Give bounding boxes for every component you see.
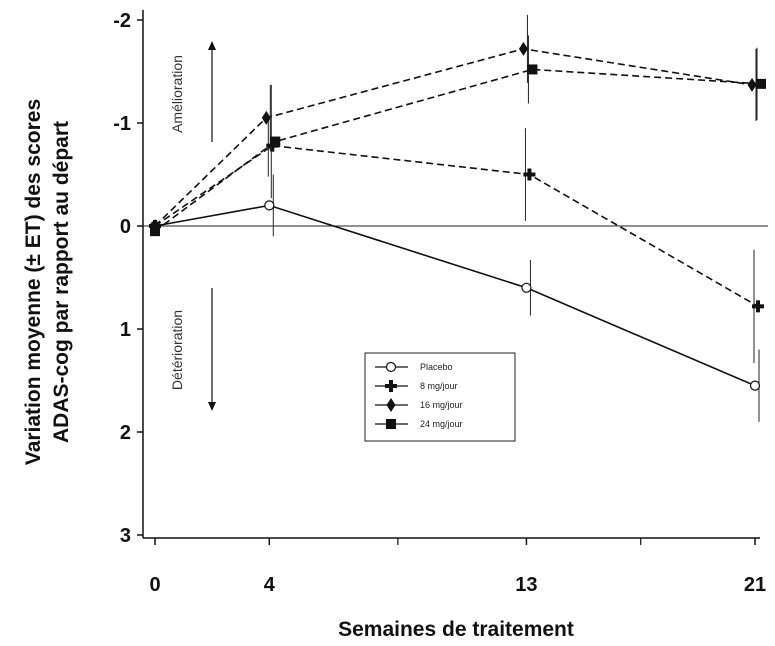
y-tick-label: 0 bbox=[120, 216, 131, 238]
y-axis-title: Variation moyenne (± ET) des scores ADAS… bbox=[22, 99, 73, 465]
cross-marker bbox=[523, 168, 536, 181]
y-axis-title-line-1: Variation moyenne (± ET) des scores bbox=[22, 99, 45, 465]
placebo-marker bbox=[749, 380, 761, 391]
legend-label: 16 mg/jour bbox=[420, 400, 463, 410]
diamond-marker bbox=[747, 77, 757, 92]
y-axis-title-line-2: ADAS-cog par rapport au départ bbox=[50, 121, 73, 443]
series-line bbox=[154, 48, 753, 227]
x-axis-title: Semaines de traitement bbox=[338, 618, 574, 641]
series-line bbox=[154, 144, 759, 308]
series-16-mg-jour bbox=[150, 14, 757, 233]
legend-label: 8 mg/jour bbox=[420, 381, 458, 391]
cross-marker-v bbox=[527, 168, 532, 181]
x-tick-label: 21 bbox=[744, 574, 766, 596]
improvement-label: Amélioration bbox=[169, 55, 185, 133]
cross-marker bbox=[385, 380, 397, 392]
y-ticks: -2 -1 0 1 2 3 bbox=[113, 10, 143, 547]
cross-marker-v bbox=[389, 380, 393, 392]
series-layer bbox=[149, 14, 766, 422]
legend-label: Placebo bbox=[420, 362, 453, 372]
diamond-marker bbox=[518, 41, 528, 56]
square-marker bbox=[270, 136, 281, 147]
improvement-arrow-head bbox=[208, 41, 216, 50]
x-tick-label: 13 bbox=[515, 574, 537, 596]
legend-items: Placebo 8 mg/jour 16 mg/jour 24 mg/jour bbox=[375, 361, 463, 429]
cross-marker bbox=[752, 300, 764, 313]
square-marker bbox=[756, 78, 766, 89]
x-tick-label: 4 bbox=[264, 574, 276, 596]
cross-marker-v bbox=[756, 300, 760, 313]
square-marker bbox=[527, 64, 538, 75]
placebo-marker bbox=[385, 361, 397, 373]
y-tick-label: -1 bbox=[113, 113, 131, 135]
legend: Placebo 8 mg/jour 16 mg/jour 24 mg/jour bbox=[364, 352, 516, 442]
deterioration-arrow-head bbox=[208, 402, 216, 411]
x-tick-label: 0 bbox=[149, 574, 160, 596]
x-ticks: 0 4 13 21 bbox=[149, 538, 766, 596]
series-line bbox=[154, 204, 756, 387]
deterioration-label: Détérioration bbox=[169, 310, 185, 390]
diamond-marker bbox=[261, 110, 271, 125]
series-24-mg-jour bbox=[150, 35, 766, 237]
square-marker bbox=[386, 419, 396, 429]
deterioration-annotation: Détérioration bbox=[169, 288, 216, 411]
y-tick-label: -2 bbox=[113, 10, 131, 32]
series-8-mg-jour bbox=[149, 114, 764, 363]
square-marker bbox=[150, 226, 160, 237]
placebo-marker bbox=[264, 200, 275, 211]
improvement-annotation: Amélioration bbox=[169, 41, 216, 142]
y-tick-label: 1 bbox=[120, 319, 131, 341]
y-tick-label: 2 bbox=[120, 422, 131, 444]
diamond-marker bbox=[386, 398, 396, 412]
series-line bbox=[154, 68, 762, 232]
y-tick-label: 3 bbox=[120, 525, 131, 547]
placebo-marker bbox=[521, 282, 532, 293]
legend-label: 24 mg/jour bbox=[420, 419, 463, 429]
